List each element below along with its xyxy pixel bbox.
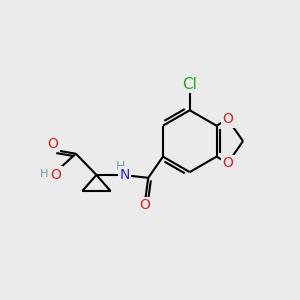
Text: H: H bbox=[116, 160, 126, 173]
Text: O: O bbox=[48, 137, 58, 151]
Text: H: H bbox=[40, 169, 49, 179]
Text: O: O bbox=[222, 112, 233, 126]
Text: O: O bbox=[139, 198, 150, 212]
Text: N: N bbox=[119, 168, 130, 182]
Text: O: O bbox=[51, 168, 62, 182]
Text: Cl: Cl bbox=[182, 77, 197, 92]
Text: O: O bbox=[222, 156, 233, 170]
